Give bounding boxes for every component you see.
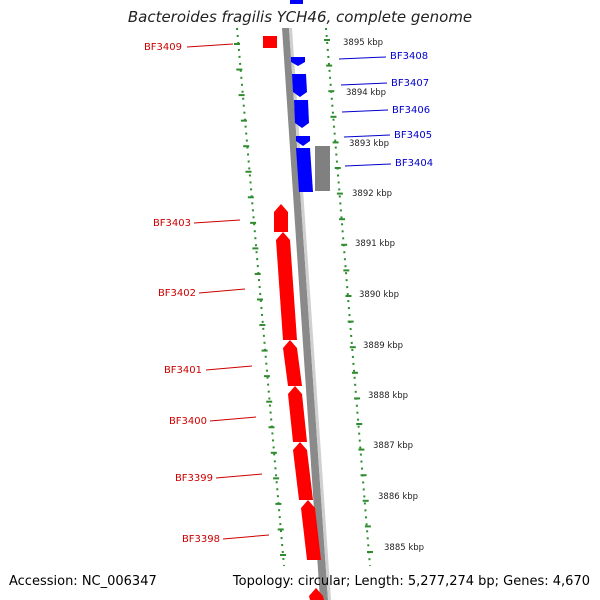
gene-BF3406-arrow [294,100,309,128]
kbp-scale: 3895 kbp 3894 kbp 3893 kbp 3892 kbp 3891… [343,38,424,553]
gene-BF3400-arrow [288,386,307,442]
scale-label: 3891 kbp [355,239,395,249]
dotted-track-left [236,27,285,567]
topology-label: Topology: circular; Length: 5,277,274 bp… [232,574,590,589]
scale-label: 3893 kbp [349,139,389,149]
gene-label-BF3401: BF3401 [164,365,202,376]
gene-BF3402-arrow [276,232,297,340]
gene-label-BF3406: BF3406 [392,105,430,116]
gene-BF3407-arrow [292,74,307,97]
genome-backbone [282,28,328,600]
scale-label: 3888 kbp [368,391,408,401]
gene-labels-left: BF3409 BF3403 BF3402 BF3401 BF3400 BF339… [144,42,270,545]
gene-label-BF3399: BF3399 [175,473,213,484]
gene-label-BF3403: BF3403 [153,218,191,229]
dotted-track-left-ticks [234,43,286,556]
gene-label-BF3407: BF3407 [391,78,429,89]
dotted-track-right-ticks [324,39,373,553]
gene-BF3408-arrow [291,57,305,66]
scale-label: 3894 kbp [346,88,386,98]
gene-label-BF3405: BF3405 [394,130,432,141]
gene-label-BF3404: BF3404 [395,158,433,169]
gene-label-BF3402: BF3402 [158,288,196,299]
gene-BF3401-arrow [283,340,302,386]
gene-labels-right: BF3408 BF3407 BF3406 BF3405 BF3404 [338,51,433,169]
accession-label: Accession: NC_006347 [9,574,157,589]
gene-BF3405-arrow [296,136,310,146]
scale-label: 3886 kbp [378,492,418,502]
gray-feature [315,146,330,191]
gene-BF3398-arrow [301,500,321,560]
scale-label: 3892 kbp [352,189,392,199]
gene-label-BF3409: BF3409 [144,42,182,53]
dotted-track-right [325,27,371,567]
gene-label-BF3398: BF3398 [182,534,220,545]
genome-title: Bacteroides fragilis YCH46, complete gen… [127,8,473,26]
scale-label: 3890 kbp [359,290,399,300]
scale-label: 3885 kbp [384,543,424,553]
gene-feature [309,588,324,600]
scale-label: 3887 kbp [373,441,413,451]
gene-label-BF3400: BF3400 [169,416,207,427]
gene-label-BF3408: BF3408 [390,51,428,62]
gene-BF3409-arrow [263,36,277,48]
scale-label: 3889 kbp [363,341,403,351]
gene-BF3403-arrow [274,204,288,232]
gene-BF3399-arrow [293,442,313,500]
scale-label: 3895 kbp [343,38,383,48]
gene-feature [290,0,303,4]
gene-BF3404-arrow [296,148,313,192]
